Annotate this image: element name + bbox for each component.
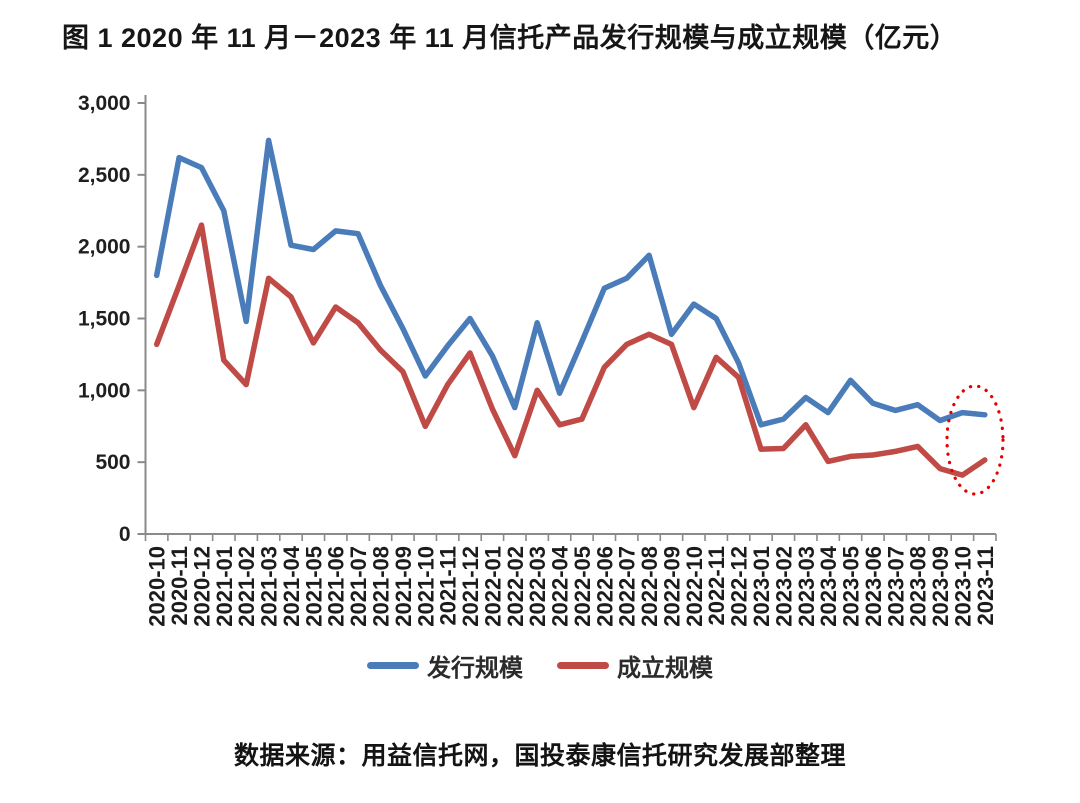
x-tick-label: 2021-06 bbox=[324, 546, 349, 627]
x-tick-label: 2022-06 bbox=[592, 546, 617, 627]
x-tick-label: 2023-02 bbox=[771, 546, 796, 627]
x-tick-label: 2021-02 bbox=[234, 546, 259, 627]
data-source-note: 数据来源：用益信托网，国投泰康信托研究发展部整理 bbox=[233, 742, 846, 770]
x-tick-label: 2022-05 bbox=[570, 546, 595, 627]
issuance-line-swatch-icon bbox=[367, 662, 419, 669]
x-tick-label: 2023-03 bbox=[794, 546, 819, 627]
x-tick-label: 2022-08 bbox=[637, 546, 662, 627]
x-tick-label: 2022-01 bbox=[480, 546, 505, 627]
x-tick-label: 2023-05 bbox=[839, 546, 864, 627]
figure-title: 图 1 2020 年 11 月－2023 年 11 月信托产品发行规模与成立规模… bbox=[62, 23, 958, 53]
y-tick-label: 0 bbox=[119, 523, 131, 546]
legend-label-issuance: 发行规模 bbox=[427, 655, 523, 682]
x-tick-label: 2023-10 bbox=[950, 546, 975, 627]
x-tick-label: 2023-06 bbox=[861, 546, 886, 627]
y-tick-label: 2,000 bbox=[78, 236, 131, 259]
x-tick-label: 2022-04 bbox=[548, 545, 573, 627]
chart-legend: 发行规模 成立规模 bbox=[0, 648, 1080, 683]
legend-item-issuance: 发行规模 bbox=[367, 648, 523, 683]
x-tick-label: 2021-05 bbox=[301, 546, 326, 627]
x-tick-label: 2022-12 bbox=[727, 546, 752, 627]
x-tick-label: 2020-10 bbox=[145, 546, 170, 627]
x-tick-label: 2022-03 bbox=[525, 546, 550, 627]
y-tick-label: 2,500 bbox=[78, 164, 131, 187]
series-line-0 bbox=[153, 137, 988, 428]
x-tick-label: 2021-12 bbox=[458, 546, 483, 627]
x-tick-label: 2022-11 bbox=[704, 546, 729, 626]
x-tick-label: 2020-12 bbox=[189, 546, 214, 627]
series-line-1 bbox=[153, 222, 988, 478]
x-tick-label: 2020-11 bbox=[167, 546, 192, 626]
x-tick-label: 2021-11 bbox=[436, 546, 461, 626]
x-tick-label: 2023-07 bbox=[883, 546, 908, 627]
x-tick-label: 2021-10 bbox=[413, 546, 438, 627]
annotation-ellipse bbox=[945, 384, 1005, 496]
x-tick-label: 2022-07 bbox=[615, 546, 640, 627]
y-tick-label: 1,500 bbox=[78, 308, 131, 331]
legend-item-establishment: 成立规模 bbox=[557, 648, 713, 683]
x-tick-label: 2021-01 bbox=[212, 546, 237, 627]
x-tick-label: 2021-07 bbox=[346, 546, 371, 627]
x-tick-label: 2023-08 bbox=[906, 546, 931, 627]
x-tick-label: 2023-09 bbox=[928, 546, 953, 627]
x-tick-label: 2023-11 bbox=[973, 546, 998, 626]
x-tick-label: 2022-09 bbox=[659, 546, 684, 627]
x-tick-label: 2021-04 bbox=[279, 545, 304, 627]
x-tick-label: 2023-01 bbox=[749, 546, 774, 627]
x-tick-label: 2022-02 bbox=[503, 546, 528, 627]
legend-label-establishment: 成立规模 bbox=[617, 655, 713, 682]
x-tick-label: 2023-04 bbox=[816, 545, 841, 627]
x-tick-label: 2021-09 bbox=[391, 546, 416, 627]
y-tick-label: 500 bbox=[95, 451, 130, 474]
y-tick-label: 3,000 bbox=[78, 92, 131, 115]
x-tick-label: 2022-10 bbox=[682, 546, 707, 627]
establishment-line-swatch-icon bbox=[557, 662, 609, 669]
x-tick-label: 2021-03 bbox=[257, 546, 282, 627]
x-tick-label: 2021-08 bbox=[369, 546, 394, 627]
y-tick-label: 1,000 bbox=[78, 379, 131, 402]
